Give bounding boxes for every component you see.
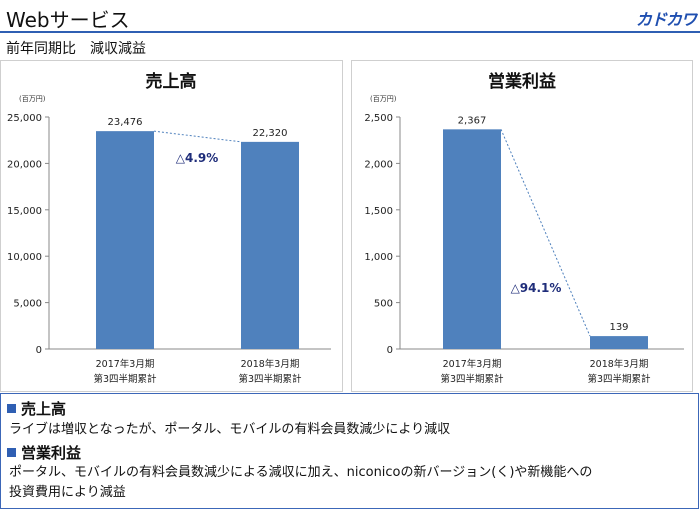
sales-category-label: 第3四半期累計 <box>238 373 302 385</box>
profit-note-text-1: ポータル、モバイルの有料会員数減少による減収に加え、niconicoの新バージョ… <box>9 465 593 480</box>
profit-change-connector <box>500 129 591 337</box>
sales-y-tick-label: 20,000 <box>7 159 42 170</box>
sales-y-tick-label: 0 <box>36 345 42 356</box>
profit-value-label: 139 <box>609 322 628 333</box>
profit-bar <box>443 129 501 349</box>
profit-chart-svg: (百万円) 0 500 1,000 1,500 2,000 2,500 2,367 2017年3… <box>364 95 684 385</box>
sales-category-label: 2017年3月期 <box>96 358 155 370</box>
profit-category-label: 第3四半期累計 <box>440 373 504 385</box>
bullet-square-icon <box>7 448 16 457</box>
profit-value-label: 2,367 <box>458 115 487 126</box>
profit-y-tick-label: 1,500 <box>364 206 393 217</box>
profit-y-tick-label: 2,500 <box>364 113 393 124</box>
profit-change-label: △94.1% <box>511 281 562 295</box>
sales-note-heading-text: 売上高 <box>21 400 67 418</box>
sales-y-tick-label: 15,000 <box>7 206 42 217</box>
sales-chart-frame: 売上高 (百万円) 0 5,000 10,000 15,000 20,000 25,000 2… <box>0 60 343 392</box>
sales-bar <box>96 131 154 349</box>
sales-y-tick-label: 5,000 <box>13 299 42 310</box>
sales-bar <box>241 141 299 349</box>
sales-value-label: 23,476 <box>108 117 143 128</box>
sales-change-label: △4.9% <box>176 151 219 165</box>
sales-note-text: ライブは増収となったが、ポータル、モバイルの有料会員数減少により減収 <box>9 422 451 437</box>
page-subtitle: 前年同期比 減収減益 <box>6 41 146 57</box>
brand-logo: カドカワ <box>635 10 697 29</box>
profit-category-label: 第3四半期累計 <box>587 373 651 385</box>
profit-note-heading-text: 営業利益 <box>21 444 82 462</box>
sales-category-label: 2018年3月期 <box>241 358 300 370</box>
sales-category-label: 第3四半期累計 <box>93 373 157 385</box>
profit-note-text-2: 投資費用により減益 <box>9 485 126 500</box>
sales-chart-svg: (百万円) 0 5,000 10,000 15,000 20,000 25,000 23,47… <box>7 95 331 385</box>
profit-y-tick-label: 500 <box>374 299 393 310</box>
profit-category-label: 2017年3月期 <box>443 358 502 370</box>
profit-note-heading: 営業利益 <box>7 442 81 463</box>
profit-y-tick-label: 1,000 <box>364 252 393 263</box>
sales-chart-title: 売上高 <box>145 72 197 92</box>
profit-y-tick-label: 2,000 <box>364 159 393 170</box>
sales-y-tick-label: 25,000 <box>7 113 42 124</box>
profit-bar <box>590 336 648 349</box>
bullet-square-icon <box>7 404 16 413</box>
title-divider <box>0 31 700 33</box>
profit-unit-label: (百万円) <box>370 95 397 103</box>
sales-unit-label: (百万円) <box>19 95 46 103</box>
sales-change-connector <box>153 130 242 143</box>
profit-chart-title: 営業利益 <box>488 72 556 92</box>
sales-y-tick-label: 10,000 <box>7 252 42 263</box>
profit-category-label: 2018年3月期 <box>590 358 649 370</box>
sales-note-heading: 売上高 <box>7 398 66 419</box>
profit-chart-frame: 営業利益 (百万円) 0 500 1,000 1,500 2,000 2,500 2,367 2… <box>351 60 693 392</box>
profit-y-tick-label: 0 <box>387 345 393 356</box>
title-bar: Webサービス カドカワ <box>0 0 700 33</box>
notes-panel: 売上高 ライブは増収となったが、ポータル、モバイルの有料会員数減少により減収 営… <box>0 393 699 509</box>
page-title: Webサービス <box>6 8 130 32</box>
sales-value-label: 22,320 <box>253 128 288 139</box>
